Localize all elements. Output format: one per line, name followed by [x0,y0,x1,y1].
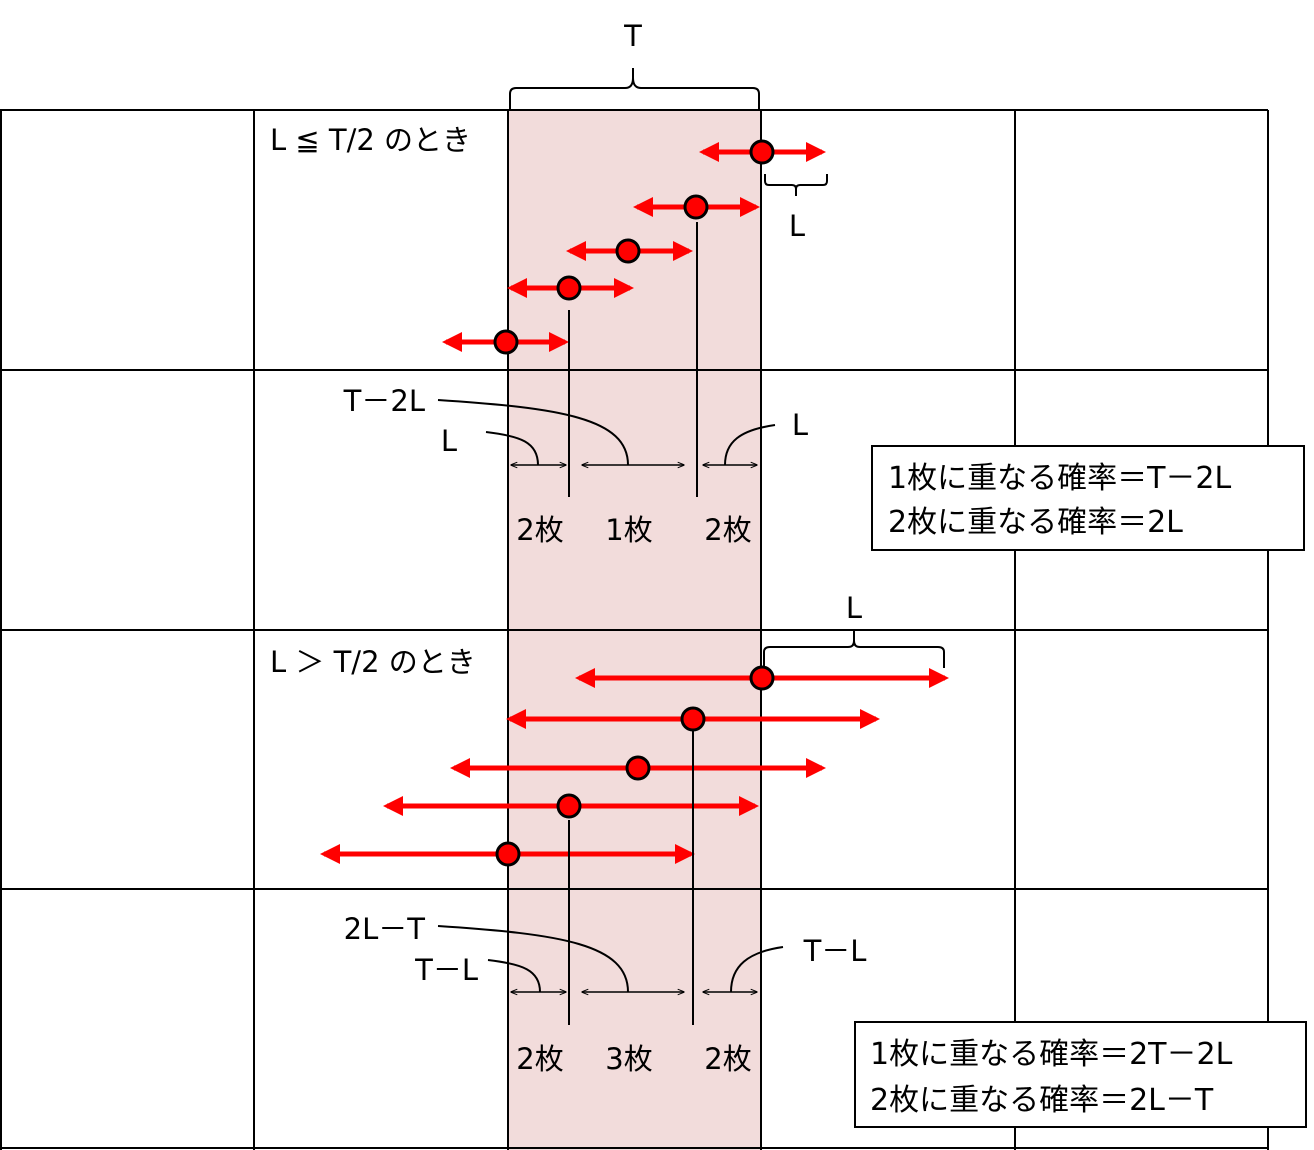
case2-leader-left [487,959,541,993]
case2-count-1: 2枚 [516,1042,563,1076]
case1-title: L ≦ T/2 のとき [270,123,471,157]
case1-left-label: L [441,424,457,458]
case2-probability-box: 1枚に重なる確率＝2T－2L 2枚に重なる確率＝2L－T [854,1021,1307,1128]
case2-box-line-2: 2枚に重なる確率＝2L－T [870,1083,1214,1118]
case1-l-brace [764,174,828,196]
case1-diff-label: T－2L [343,384,425,418]
case1-count-2: 1枚 [605,513,652,547]
case2-point-3 [625,755,651,781]
case1-count-3: 2枚 [704,513,751,547]
case2-count-2: 3枚 [605,1042,652,1076]
case2-diff-label: 2L－T [344,912,426,946]
case2-point-1 [749,665,775,691]
case1-point-5 [493,329,519,355]
case1-points [493,139,775,355]
case2-l-brace [763,630,945,668]
case2-point-4 [556,793,582,819]
case1-point-3 [615,238,641,264]
case2-count-3: 2枚 [704,1042,751,1076]
case2-leader-diff [437,925,629,993]
case1-l-label: L [789,209,805,243]
case1-leader-left [485,431,539,466]
case1-leader-right [724,424,776,466]
case1-point-2 [683,194,709,220]
case2-left-label: T－L [414,953,478,987]
case1-point-1 [749,139,775,165]
case2-leader-right [730,946,784,993]
case1-box-line-1: 1枚に重なる確率＝T－2L [888,461,1231,496]
case2-point-5 [495,841,521,867]
case2-right-label: T－L [803,934,867,968]
case2-points [495,665,775,867]
case2-l-label: L [846,591,862,625]
case1-leader-diff [437,399,629,466]
t-brace [509,68,760,110]
case1-point-4 [556,275,582,301]
case2-title: L ＞ T/2 のとき [270,645,476,679]
case1-probability-box: 1枚に重なる確率＝T－2L 2枚に重なる確率＝2L [871,445,1305,551]
case1-count-1: 2枚 [516,513,563,547]
t-label: T [623,19,642,53]
case1-box-line-2: 2枚に重なる確率＝2L [888,505,1183,540]
case2-point-2 [680,706,706,732]
case2-box-line-1: 1枚に重なる確率＝2T－2L [870,1037,1233,1072]
case1-right-label: L [792,408,808,442]
